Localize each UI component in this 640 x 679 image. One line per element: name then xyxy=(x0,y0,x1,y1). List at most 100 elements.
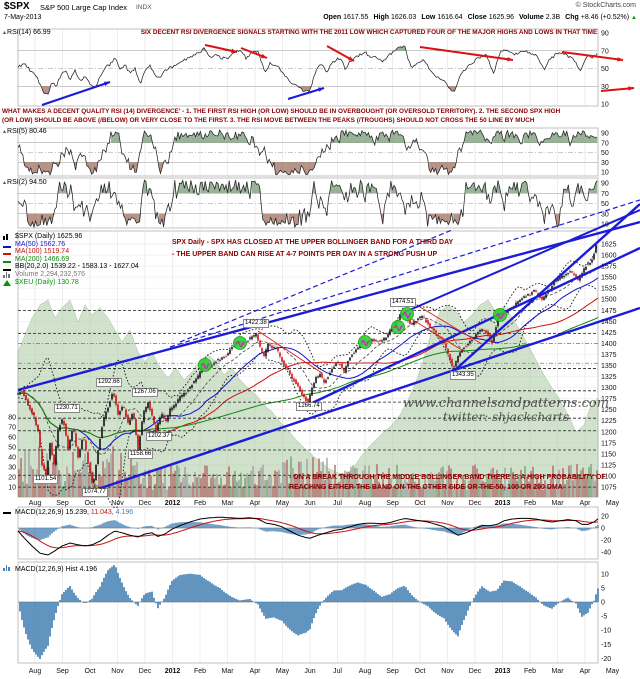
axis-tick: Dec xyxy=(469,668,482,675)
legend-item: Volume 2,294,232,576 xyxy=(3,271,139,279)
axis-tick: 1100 xyxy=(601,473,616,480)
axis-tick: Jul xyxy=(333,668,342,675)
ma50-line xyxy=(17,277,599,450)
divergence-annotation: WHAT MAKES A DECENT QUALITY RSI (14) DIV… xyxy=(2,107,638,125)
legend-text: BB(20,2.0) 1539.22 - 1583.13 - 1627.04 xyxy=(15,263,139,271)
axis-tick: -40 xyxy=(601,550,611,557)
indicator-icon: ▴ xyxy=(3,30,7,36)
axis-tick: 30 xyxy=(601,160,609,167)
axis-tick: 1400 xyxy=(601,341,617,348)
axis-tick: Aug xyxy=(359,500,372,507)
axis-tick: 60 xyxy=(8,435,16,442)
axis-tick: May xyxy=(606,668,620,675)
axis-tick: Sep xyxy=(386,500,399,507)
rsi5-plot xyxy=(17,129,598,176)
macd-hist-plot xyxy=(19,565,599,659)
open-value: 1617.55 xyxy=(343,14,369,21)
axis-tick: 10 xyxy=(601,571,609,578)
divergence-line1: WHAT MAKES A DECENT QUALITY RSI (14) DIV… xyxy=(2,108,561,115)
legend-item: MA(50) 1562.76 xyxy=(3,241,139,249)
axis-tick: 70 xyxy=(8,425,16,432)
axis-tick: 50 xyxy=(601,150,609,157)
rsi2-plot xyxy=(17,179,598,229)
axis-tick: Apr xyxy=(580,500,592,507)
rsi14-annotation: SIX DECENT RSI DIVERGENCE SIGNALS STARTI… xyxy=(140,29,598,36)
legend-text: $XEU (Daily) 130.78 xyxy=(15,278,79,286)
axis-tick: 0 xyxy=(601,526,605,533)
spx-note-line1: SPX Daily - SPX HAS CLOSED AT THE UPPER … xyxy=(172,239,454,246)
legend-text: MA(50) 1562.76 xyxy=(15,240,66,248)
axis-tick: 1175 xyxy=(601,440,616,447)
price-label: 1474.51 xyxy=(390,298,416,307)
price-label: 1074.77 xyxy=(82,488,108,497)
axis-tick: 1550 xyxy=(601,275,617,282)
axis-tick: Oct xyxy=(415,668,426,675)
axis-tick: 30 xyxy=(601,84,609,91)
axis-tick: -20 xyxy=(601,656,611,663)
axis-tick: 20 xyxy=(8,475,16,482)
bb-note-line2: REACHING EITHER THE BAND ON THE OTHER SI… xyxy=(289,484,563,491)
chart-date: 7-May-2013 xyxy=(4,14,42,21)
rsi14-label: ▴RSI(14) 66.99 xyxy=(3,29,51,36)
volume-label: Volume xyxy=(519,14,544,21)
indicator-icon: ▴ xyxy=(3,180,7,186)
macd-legend-part2: 11.043, xyxy=(88,509,114,516)
axis-tick: 70 xyxy=(601,191,609,198)
macd-hist-label: MACD(12,26,9) Hist 4.196 xyxy=(15,566,98,573)
axis-tick: Jul xyxy=(333,500,342,507)
line-icon xyxy=(3,248,13,256)
axis-tick: Oct xyxy=(85,668,96,675)
axis-tick: 1500 xyxy=(601,297,617,304)
axis-tick: Mar xyxy=(221,500,234,507)
main-chart-legend: $SPX (Daily) 1625.96 MA(50) 1562.76 MA(100… xyxy=(3,233,139,286)
axis-tick: 10 xyxy=(601,222,609,229)
axis-tick: 90 xyxy=(601,31,609,38)
price-label: 1202.37 xyxy=(146,432,172,441)
axis-tick: Mar xyxy=(221,668,234,675)
axis-tick: 1575 xyxy=(601,264,617,271)
axis-tick: Feb xyxy=(524,500,536,507)
axis-tick: 70 xyxy=(601,140,609,147)
stockcharts-credit: © StockCharts.com xyxy=(575,2,636,9)
macd-line-icon xyxy=(3,507,13,514)
spx-annotation: SPX Daily - SPX HAS CLOSED AT THE UPPER … xyxy=(172,237,453,261)
axis-tick: 1600 xyxy=(601,253,617,260)
axis-ticks: 9070503010907050301090705030101625160015… xyxy=(8,31,619,676)
close-value: 1625.96 xyxy=(488,14,514,21)
signal-dots xyxy=(198,307,507,372)
axis-tick: Nov xyxy=(111,500,124,507)
axis-tick: 1225 xyxy=(601,418,617,425)
legend-text: MA(200) 1466.69 xyxy=(15,255,70,263)
axis-tick: 1125 xyxy=(601,462,616,469)
axis-tick: Dec xyxy=(469,500,482,507)
low-value: 1616.64 xyxy=(437,14,463,21)
axis-tick: 40 xyxy=(8,455,16,462)
axis-tick: Aug xyxy=(359,668,372,675)
axis-tick: Sep xyxy=(56,668,69,675)
price-label: 1267.06 xyxy=(132,388,158,397)
line-icon xyxy=(3,256,13,264)
axis-tick: 1625 xyxy=(601,242,617,249)
macd-hist-legend: MACD(12,26,9) Hist 4.196 xyxy=(3,564,97,573)
axis-tick: -15 xyxy=(601,642,611,649)
legend-text: MA(100) 1519.74 xyxy=(15,248,70,256)
high-label: High xyxy=(373,14,389,21)
line-icon xyxy=(3,264,13,271)
chg-value: +8.46 (+0.52%) xyxy=(580,14,630,21)
macd-legend-part1: MACD(12,26,9) 15.239, xyxy=(15,509,89,516)
axis-tick: 50 xyxy=(8,445,16,452)
price-label: 1292.66 xyxy=(96,378,122,387)
axis-tick: 50 xyxy=(601,66,609,73)
axis-tick: 1475 xyxy=(601,308,617,315)
price-label: 1422.38 xyxy=(243,319,269,328)
open-label: Open xyxy=(323,14,342,21)
axis-tick: Oct xyxy=(85,500,96,507)
macd-hist-icon xyxy=(3,564,13,571)
exchange-label: INDX xyxy=(136,4,152,11)
axis-tick: Oct xyxy=(415,500,426,507)
axis-tick: 1450 xyxy=(601,319,617,326)
axis-tick: Feb xyxy=(194,500,206,507)
axis-tick: Aug xyxy=(29,668,42,675)
legend-item: $SPX (Daily) 1625.96 xyxy=(3,233,139,241)
